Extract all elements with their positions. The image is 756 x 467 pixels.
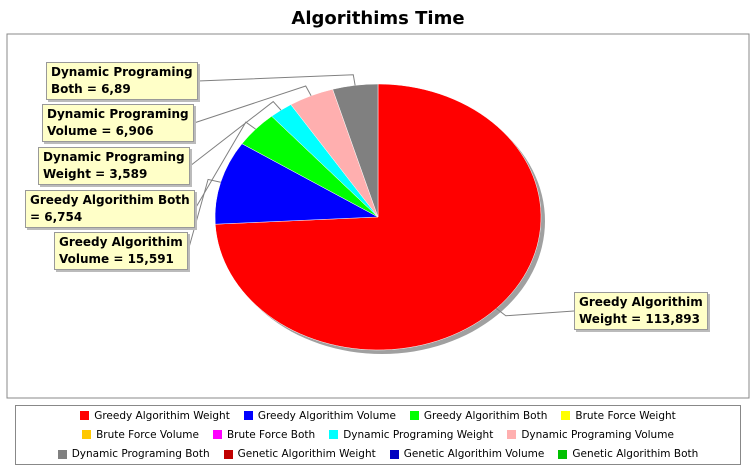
pie-slice — [214, 143, 379, 225]
legend-item: Genetic Algorithim Volume — [389, 448, 545, 461]
legend-item: Dynamic Programing Both — [57, 448, 210, 461]
leader-line — [194, 121, 256, 210]
legend-swatch — [409, 411, 419, 421]
legend-item: Greedy Algorithim Both — [409, 409, 548, 422]
legend-item: Greedy Algorithim Volume — [243, 409, 396, 422]
legend-item: Dynamic Programing Volume — [507, 429, 674, 441]
legend-label: Brute Force Both — [226, 428, 316, 441]
legend: Greedy Algorithim Weight Greedy Algorithi… — [15, 405, 741, 465]
data-label: Greedy Algorithim Weight = 113,893 — [574, 292, 708, 330]
leader-line — [193, 85, 312, 124]
data-label: Dynamic Programing Both = 6,89 — [46, 62, 198, 100]
legend-swatch — [329, 430, 339, 440]
legend-label: Brute Force Weight — [575, 409, 676, 422]
legend-swatch — [80, 411, 90, 421]
data-label: Dynamic Programing Weight = 3,589 — [38, 147, 190, 185]
legend-swatch — [561, 411, 571, 421]
legend-item: Greedy Algorithim Weight — [80, 410, 230, 422]
legend-item: Genetic Algorithim Both — [558, 448, 698, 460]
legend-item: Genetic Algorithim Weight — [223, 448, 376, 461]
legend-item: Brute Force Both — [212, 428, 316, 441]
legend-swatch — [389, 449, 399, 459]
legend-label: Dynamic Programing Weight — [343, 428, 494, 441]
legend-label: Greedy Algorithim Weight — [94, 409, 230, 422]
legend-swatch — [223, 449, 233, 459]
leader-line — [197, 74, 356, 86]
legend-swatch — [507, 430, 517, 440]
legend-label: Brute Force Volume — [96, 428, 199, 441]
data-label: Greedy Algorithim Both = 6,754 — [25, 190, 195, 228]
legend-swatch — [212, 430, 222, 440]
legend-label: Genetic Algorithim Both — [572, 448, 699, 461]
legend-label: Genetic Algorithim Weight — [237, 448, 376, 461]
legend-swatch — [243, 411, 253, 421]
legend-label: Greedy Algorithim Volume — [257, 409, 396, 422]
legend-item: Brute Force Weight — [561, 409, 676, 422]
leader-line — [496, 308, 575, 317]
data-label: Dynamic Programing Volume = 6,906 — [42, 104, 194, 142]
legend-swatch — [82, 430, 92, 440]
legend-item: Dynamic Programing Weight — [329, 429, 493, 441]
leader-line — [189, 100, 282, 167]
legend-swatch — [57, 449, 67, 459]
legend-label: Dynamic Programing Both — [71, 448, 210, 461]
legend-label: Greedy Algorithim Both — [423, 409, 548, 422]
data-label: Greedy Algorithim Volume = 15,591 — [54, 232, 188, 270]
legend-label: Genetic Algorithim Volume — [403, 448, 545, 461]
pie-slice — [332, 83, 379, 218]
leader-line — [187, 178, 221, 252]
legend-swatch — [558, 449, 568, 459]
chart-title: Algorithims Time — [291, 8, 464, 29]
legend-label: Dynamic Programing Volume — [521, 428, 674, 441]
legend-item: Brute Force Volume — [82, 429, 199, 441]
